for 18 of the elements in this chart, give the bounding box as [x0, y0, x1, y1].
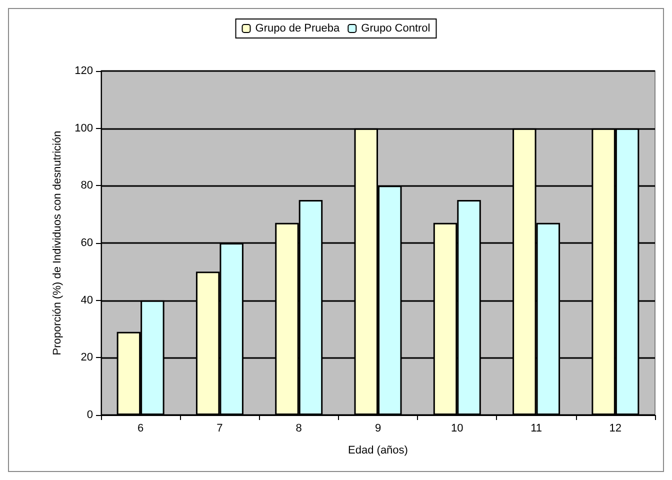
y-tick-label: 80 — [80, 180, 93, 192]
x-tick-label: 8 — [296, 422, 302, 434]
legend-label: Grupo de Prueba — [255, 22, 341, 34]
x-tick-label: 6 — [138, 422, 144, 434]
y-axis-title: Proporción (%) de Individuos con desnutrición — [52, 130, 64, 356]
y-tick-label: 0 — [86, 409, 93, 421]
x-tick-label: 12 — [609, 422, 622, 434]
x-axis-title: Edad (años) — [348, 444, 408, 456]
y-tick-label: 40 — [80, 294, 93, 306]
y-tick-label: 120 — [74, 65, 93, 77]
x-tick-label: 9 — [374, 422, 382, 434]
x-tick-label: 11 — [530, 422, 542, 434]
y-tick-label: 20 — [80, 352, 93, 364]
y-tick-label: 100 — [74, 122, 93, 134]
legend-label: Grupo Control — [361, 22, 430, 34]
x-tick-label: 7 — [216, 422, 223, 434]
y-tick-label: 60 — [80, 237, 93, 249]
x-tick-label: 10 — [451, 422, 464, 434]
